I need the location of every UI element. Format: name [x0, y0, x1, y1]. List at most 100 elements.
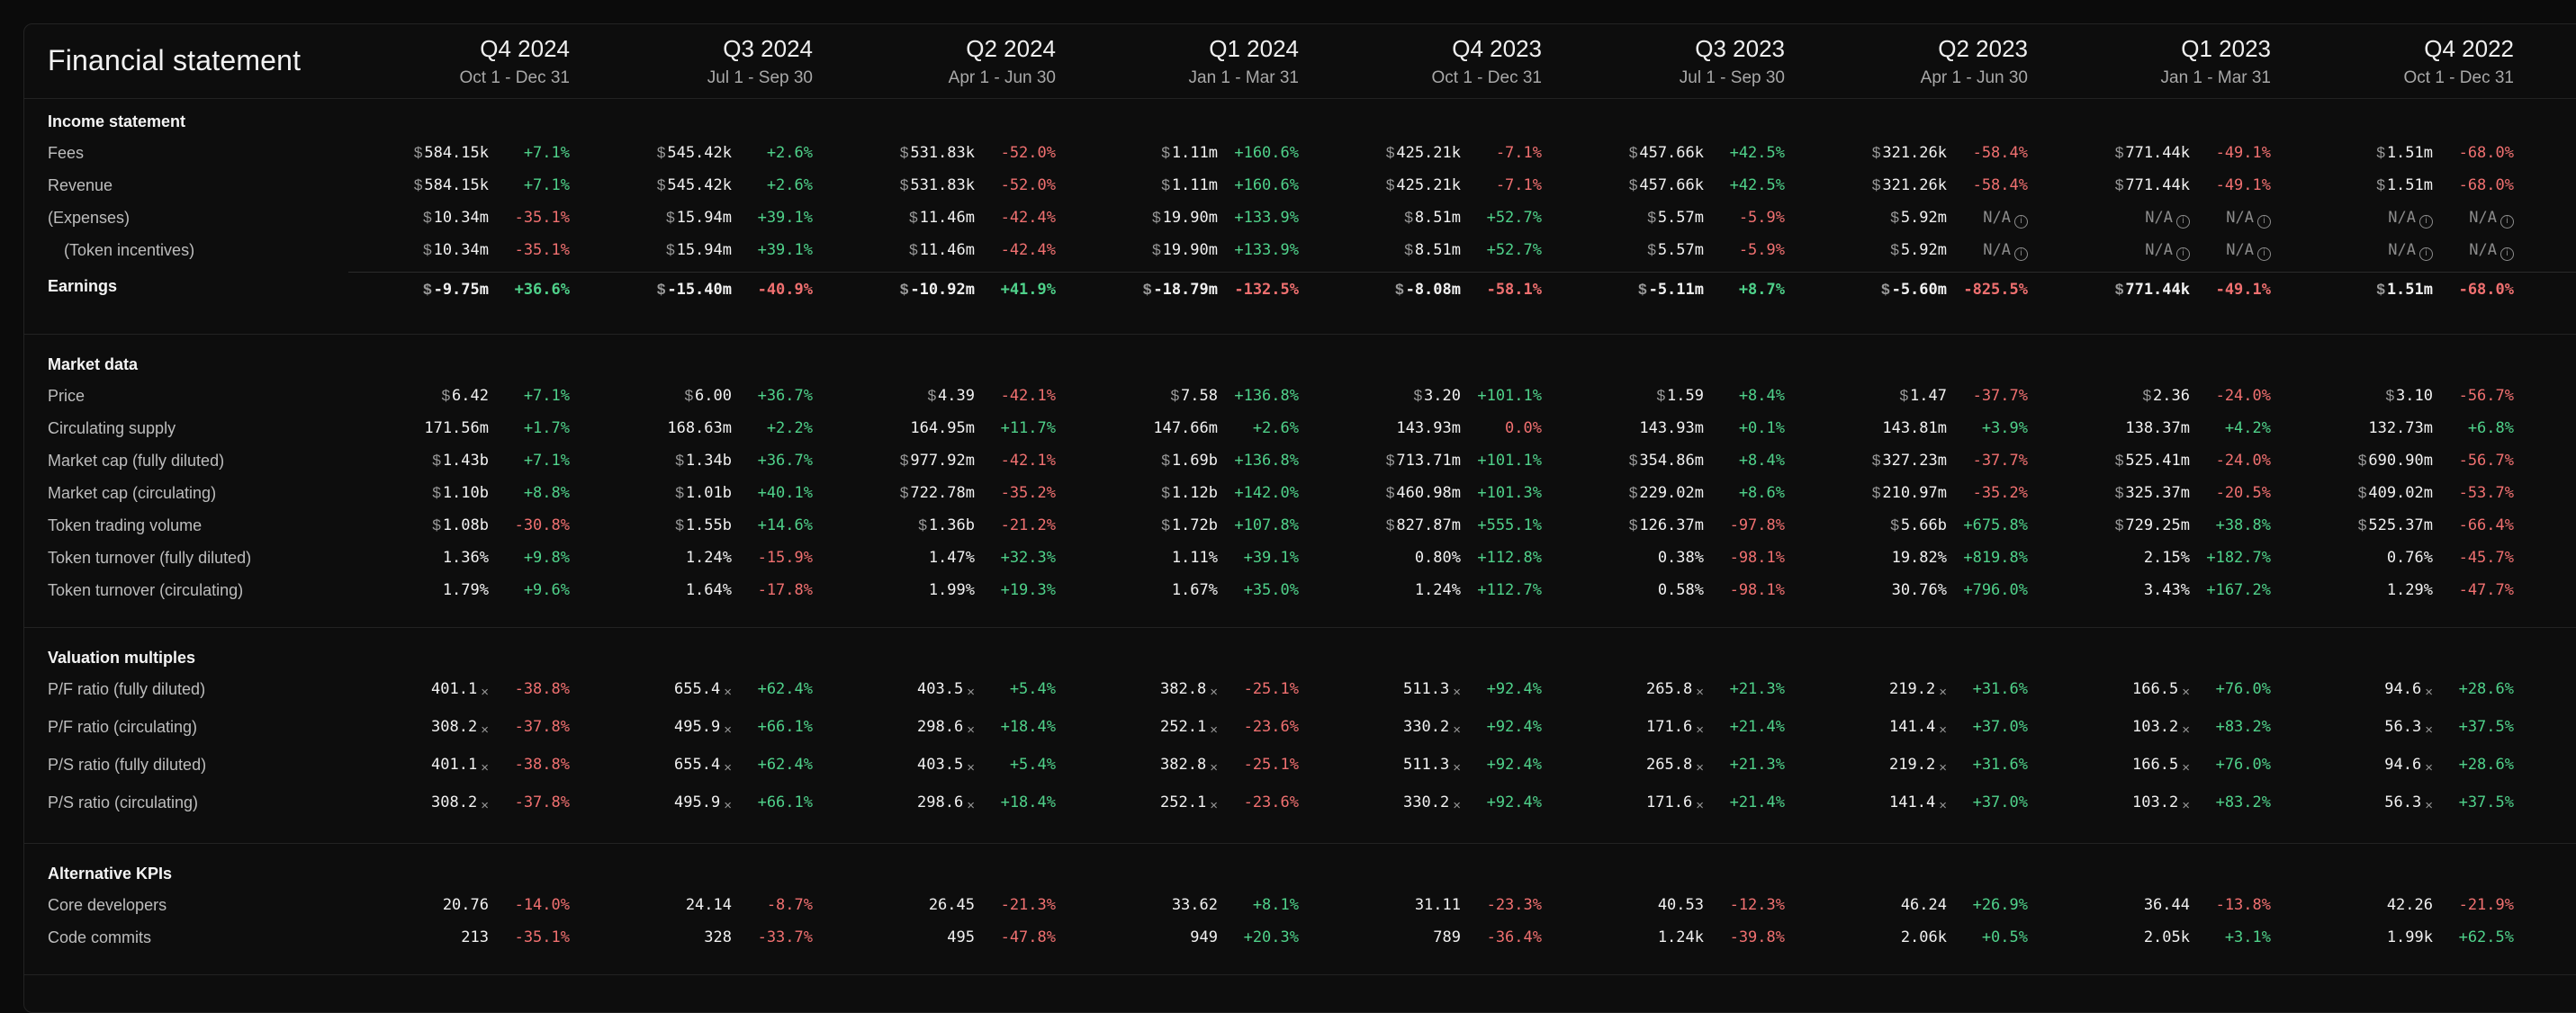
metric-value: $10.34m — [327, 241, 489, 259]
info-icon[interactable]: i — [2176, 247, 2190, 261]
metric-value: $11.46m — [813, 209, 975, 227]
change-value: +52.7% — [1486, 209, 1542, 227]
info-icon[interactable]: i — [2257, 215, 2271, 229]
metric-number: 729.25m — [2125, 516, 2190, 534]
currency-symbol: $ — [1881, 281, 1890, 298]
change-value: -30.8% — [514, 516, 570, 534]
metric-value: 949 — [1056, 928, 1218, 946]
quarter-range: Jul 1 - Sep 30 — [1679, 68, 1785, 87]
metric-number: -15.40m — [667, 281, 732, 299]
metric-number: 382.8 — [1160, 756, 1207, 774]
info-icon[interactable]: i — [2419, 247, 2433, 261]
metric-number: 1.47% — [928, 549, 975, 567]
change-value: +32.3% — [1000, 549, 1056, 567]
change-value: -37.7% — [1972, 387, 2028, 405]
metric-number: 19.90m — [1162, 209, 1218, 227]
metric-value: 143.93m — [1542, 419, 1704, 437]
change-value[interactable]: N/A i — [1952, 241, 2028, 261]
metric-number: 94.6 — [2384, 756, 2422, 774]
currency-symbol: $ — [1404, 241, 1413, 258]
metric-value[interactable]: N/A i — [2028, 209, 2190, 229]
metric-number: 321.26k — [1882, 176, 1947, 194]
multiple-symbol: × — [1696, 722, 1704, 738]
quarter-range: Jul 1 - Sep 30 — [707, 68, 813, 87]
metric-value[interactable]: N/A i — [2271, 209, 2433, 229]
metric-value: 789 — [1299, 928, 1461, 946]
metric-number: 1.69b — [1171, 452, 1218, 470]
currency-symbol: $ — [1161, 484, 1170, 501]
metric-number: 30.76% — [1891, 581, 1947, 599]
change-value: +167.2% — [2206, 581, 2271, 599]
metric-value: $771.44k — [2028, 144, 2190, 162]
quarter-header: Q4 2022 Oct 1 - Dec 31 — [2298, 35, 2515, 88]
metric-number: 143.93m — [1396, 419, 1461, 437]
multiple-symbol: × — [2182, 685, 2190, 700]
currency-symbol: $ — [432, 484, 441, 501]
metric-number: 103.2 — [2132, 793, 2179, 811]
metric-number: N/A — [2388, 241, 2416, 259]
currency-symbol: $ — [918, 516, 927, 533]
change-value: +2.2% — [766, 419, 813, 437]
metric-number: 525.37m — [2368, 516, 2433, 534]
change-value[interactable]: N/A i — [2195, 209, 2271, 229]
metric-value: $525.41m — [2028, 452, 2190, 470]
change-value[interactable]: N/A i — [1952, 209, 2028, 229]
row-label: Core developers — [48, 896, 167, 914]
info-icon[interactable]: i — [2014, 247, 2028, 261]
metric-number: 0.80% — [1414, 549, 1461, 567]
section-divider — [24, 974, 2576, 975]
info-icon[interactable]: i — [2257, 247, 2271, 261]
info-icon[interactable]: i — [2176, 215, 2190, 229]
metric-number: 1.51m — [2386, 281, 2433, 299]
metric-value: 0.38% — [1542, 549, 1704, 567]
change-value: -49.1% — [2215, 144, 2271, 162]
metric-number: 330.2 — [1403, 793, 1450, 811]
info-icon[interactable]: i — [2500, 215, 2514, 229]
info-icon[interactable]: i — [2014, 215, 2028, 229]
metric-value[interactable]: N/A i — [2028, 241, 2190, 261]
multiple-symbol: × — [2182, 760, 2190, 775]
metric-number: 36.44 — [2143, 896, 2190, 914]
metric-number: 5.57m — [1657, 241, 1704, 259]
change-value: -42.4% — [1000, 241, 1056, 259]
change-value: -35.1% — [514, 928, 570, 946]
info-icon[interactable]: i — [2419, 215, 2433, 229]
change-value: +160.6% — [1234, 144, 1299, 162]
metric-value: $19.90m — [1056, 209, 1218, 227]
metric-number: 3.20 — [1424, 387, 1461, 405]
change-value: +21.4% — [1729, 718, 1785, 736]
metric-value: $1.51m — [2271, 144, 2433, 162]
metric-number: 1.47 — [1910, 387, 1947, 405]
metric-number: 1.55b — [685, 516, 732, 534]
metric-value: $354.86m — [1542, 452, 1704, 470]
change-value: +8.6% — [1738, 484, 1785, 502]
currency-symbol: $ — [1628, 516, 1638, 533]
metric-value: 171.6 × — [1542, 793, 1704, 813]
change-value[interactable]: N/A i — [2195, 241, 2271, 261]
change-value: +83.2% — [2215, 718, 2271, 736]
quarter-range: Oct 1 - Dec 31 — [2403, 68, 2515, 87]
change-value: -42.4% — [1000, 209, 1056, 227]
change-value[interactable]: N/A i — [2438, 241, 2514, 261]
quarter-label: Q4 2023 — [1452, 35, 1542, 62]
change-value: +2.6% — [766, 176, 813, 194]
quarter-label: Q4 2024 — [480, 35, 570, 62]
change-value: -21.3% — [1000, 896, 1056, 914]
metric-value: 141.4 × — [1785, 718, 1947, 738]
metric-value: 1.67% — [1056, 581, 1218, 599]
change-value: -37.7% — [1972, 452, 2028, 470]
metric-value: 0.80% — [1299, 549, 1461, 567]
metric-value: $409.02m — [2271, 484, 2433, 502]
change-value[interactable]: N/A i — [2438, 209, 2514, 229]
metric-number: 1.99% — [928, 581, 975, 599]
change-value: +7.1% — [523, 176, 570, 194]
metric-number: 1.79% — [442, 581, 489, 599]
info-icon[interactable]: i — [2500, 247, 2514, 261]
metric-value: 655.4 × — [570, 756, 732, 775]
metric-value: $1.11m — [1056, 176, 1218, 194]
metric-number: 1.51m — [2386, 176, 2433, 194]
metric-value: 141.4 × — [1785, 793, 1947, 813]
currency-symbol: $ — [909, 209, 918, 226]
metric-number: 409.02m — [2368, 484, 2433, 502]
metric-value[interactable]: N/A i — [2271, 241, 2433, 261]
